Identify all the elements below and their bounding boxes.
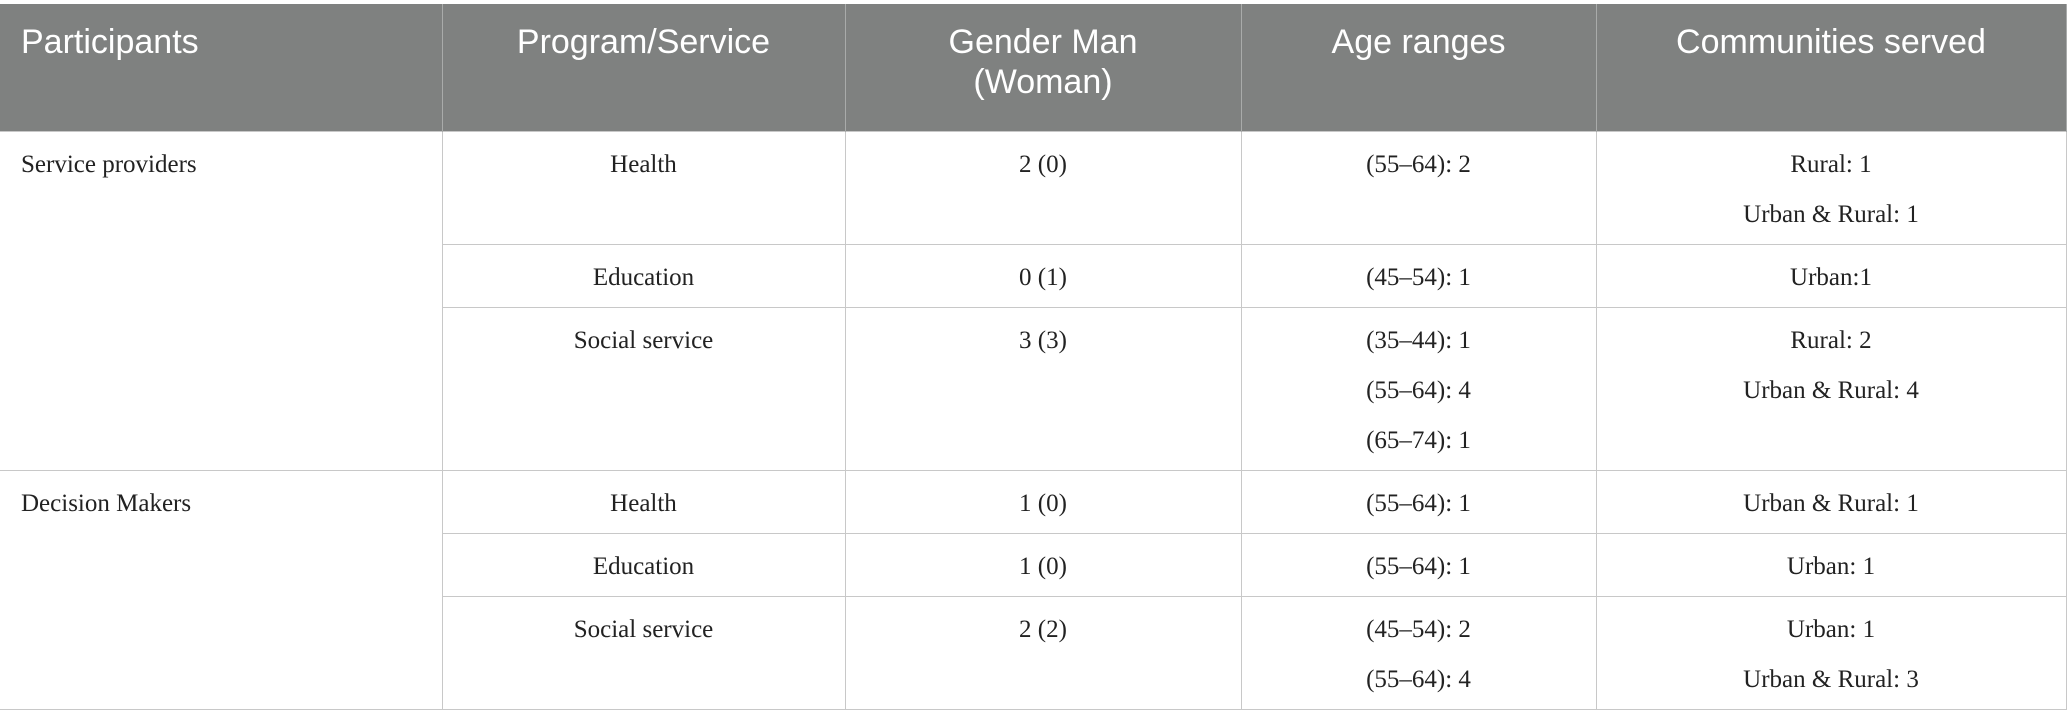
age-range: (55–64): 1 (1366, 553, 1471, 580)
community: Rural: 1 (1790, 151, 1872, 178)
header-text: Communities served (1676, 23, 1986, 61)
communities-cell: Urban & Rural: 1 (1595, 470, 2067, 534)
program-cell: Education (441, 533, 846, 597)
table-row: Social service 3 (3) (35–44): 1 (55–64): 4(… (0, 307, 2067, 471)
communities-cell: Urban: 1 (1595, 533, 2067, 597)
communities-cell: Rural: 1 Urban & Rural: 1 (1595, 131, 2067, 245)
program-cell: Education (441, 244, 846, 308)
community: Urban & Rural: 1 (1743, 490, 1919, 517)
age-range: (55–64): 4 (1366, 377, 1471, 404)
program-cell: Social service (441, 307, 846, 471)
age-range: (65–74): 1 (1366, 427, 1471, 454)
community: Urban:1 (1790, 264, 1872, 291)
program-cell: Social service (441, 596, 846, 710)
program: Education (592, 264, 695, 291)
header-cell: Participants (0, 4, 443, 132)
header-text: Age ranges (1331, 23, 1506, 61)
communities-cell: Rural: 2 Urban & Rural: 4 (1595, 307, 2067, 471)
ages-cell: (55–64): 1 (1240, 470, 1597, 534)
community: Urban & Rural: 4 (1743, 377, 1919, 404)
header-row: Participants Program/Service Gender Man (W… (0, 4, 2067, 132)
gender: 1 (0) (1019, 553, 1067, 580)
header-text: Program/Service (516, 23, 771, 61)
program: Social service (573, 327, 714, 354)
ages-cell: (45–54): 2 (55–64): 4 (1240, 596, 1597, 710)
table: Participants Program/Service Gender Man (W… (0, 4, 2067, 710)
header-text: Gender Man (Woman) (948, 23, 1138, 101)
community: Urban: 1 (1786, 616, 1876, 643)
participant: Service providers (21, 151, 197, 178)
program-cell: Health (441, 131, 846, 245)
program: Health (610, 490, 677, 517)
ages-cell: (55–64): 2 (1240, 131, 1597, 245)
gender-cell: 3 (3) (844, 307, 1242, 471)
age-range: (45–54): 2 (1366, 616, 1471, 643)
program: Health (610, 151, 677, 178)
community: Urban & Rural: 1 (1743, 201, 1919, 228)
header-cell: Age ranges (1241, 4, 1597, 132)
ages-cell: (45–54): 1 (1240, 244, 1597, 308)
age-range: (35–44): 1 (1366, 327, 1471, 354)
gender: 0 (1) (1019, 264, 1067, 291)
gender-cell: 1 (0) (844, 470, 1242, 534)
gender: 2 (0) (1019, 151, 1067, 178)
program: Social service (573, 616, 714, 643)
table-row: Education 1 (0) (55–64): 1 Urban: 1 (0, 533, 2067, 597)
gender: 2 (2) (1019, 616, 1067, 643)
ages-cell: (55–64): 1 (1240, 533, 1597, 597)
table-row: Service providers Health 2 (0) (55–64): 2 Ru… (0, 131, 2067, 471)
age-range: (55–64): 4 (1366, 666, 1471, 693)
participant-cell: Decision Makers (0, 470, 443, 710)
ages-cell: (35–44): 1 (55–64): 4 (65–74): 1 (1240, 307, 1597, 471)
gender-cell: 2 (0) (844, 131, 1242, 245)
age-range: (45–54): 1 (1366, 264, 1471, 291)
gender-cell: 1 (0) (844, 533, 1242, 597)
participant-cell: Service providers (0, 131, 443, 471)
header-text: Participants (21, 23, 199, 61)
table-row: Decision Makers Health 1 (0) (55–64): 1 Urba… (0, 470, 2067, 710)
participant: Decision Makers (21, 490, 192, 517)
community: Urban: 1 (1786, 553, 1876, 580)
community: Urban & Rural: 3 (1743, 666, 1919, 693)
gender: 1 (0) (1019, 490, 1067, 517)
table-row: Social service 2 (2) (45–54): 2 (55–64): 4 U… (0, 596, 2067, 710)
header-cell: Gender Man (Woman) (845, 4, 1242, 132)
program-cell: Health (441, 470, 846, 534)
gender: 3 (3) (1019, 327, 1067, 354)
age-range: (55–64): 1 (1366, 490, 1471, 517)
header-cell: Communities served (1596, 4, 2067, 132)
communities-cell: Urban:1 (1595, 244, 2067, 308)
communities-cell: Urban: 1 Urban & Rural: 3 (1595, 596, 2067, 710)
program: Education (592, 553, 695, 580)
age-range: (55–64): 2 (1366, 151, 1471, 178)
header-cell: Program/Service (442, 4, 846, 132)
gender-cell: 0 (1) (844, 244, 1242, 308)
community: Rural: 2 (1790, 327, 1872, 354)
gender-cell: 2 (2) (844, 596, 1242, 710)
